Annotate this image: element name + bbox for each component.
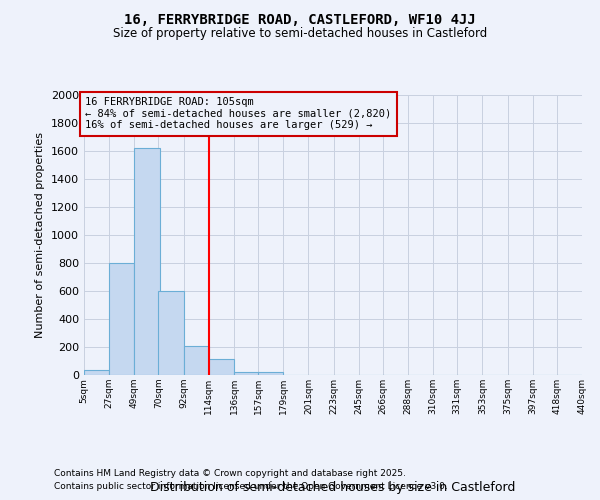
Bar (258, 372, 283, 375)
Bar (158, 291, 184, 375)
Text: Size of property relative to semi-detached houses in Castleford: Size of property relative to semi-detach… (113, 28, 487, 40)
Bar (84, 370, 109, 375)
Y-axis label: Number of semi-detached properties: Number of semi-detached properties (35, 132, 46, 338)
Text: 16 FERRYBRIDGE ROAD: 105sqm
← 84% of semi-detached houses are smaller (2,820)
16: 16 FERRYBRIDGE ROAD: 105sqm ← 84% of sem… (85, 97, 391, 130)
Text: Contains public sector information licensed under the Open Government Licence v3: Contains public sector information licen… (54, 482, 448, 491)
X-axis label: Distribution of semi-detached houses by size in Castleford: Distribution of semi-detached houses by … (151, 481, 515, 494)
Bar (134, 148, 160, 375)
Text: 16, FERRYBRIDGE ROAD, CASTLEFORD, WF10 4JJ: 16, FERRYBRIDGE ROAD, CASTLEFORD, WF10 4… (124, 12, 476, 26)
Text: Contains HM Land Registry data © Crown copyright and database right 2025.: Contains HM Land Registry data © Crown c… (54, 468, 406, 477)
Bar (209, 359, 234, 375)
Bar (184, 346, 209, 375)
Bar (109, 263, 134, 375)
Bar (234, 372, 259, 375)
